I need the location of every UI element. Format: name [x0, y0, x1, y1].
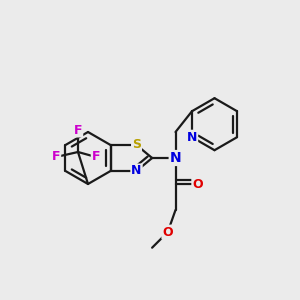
Text: N: N [170, 151, 181, 165]
Text: F: F [74, 124, 82, 136]
Text: N: N [131, 164, 142, 178]
Text: N: N [187, 131, 197, 144]
Text: F: F [92, 151, 100, 164]
Text: F: F [52, 151, 60, 164]
Text: S: S [132, 139, 141, 152]
Text: O: O [162, 226, 173, 238]
Text: O: O [192, 178, 203, 190]
